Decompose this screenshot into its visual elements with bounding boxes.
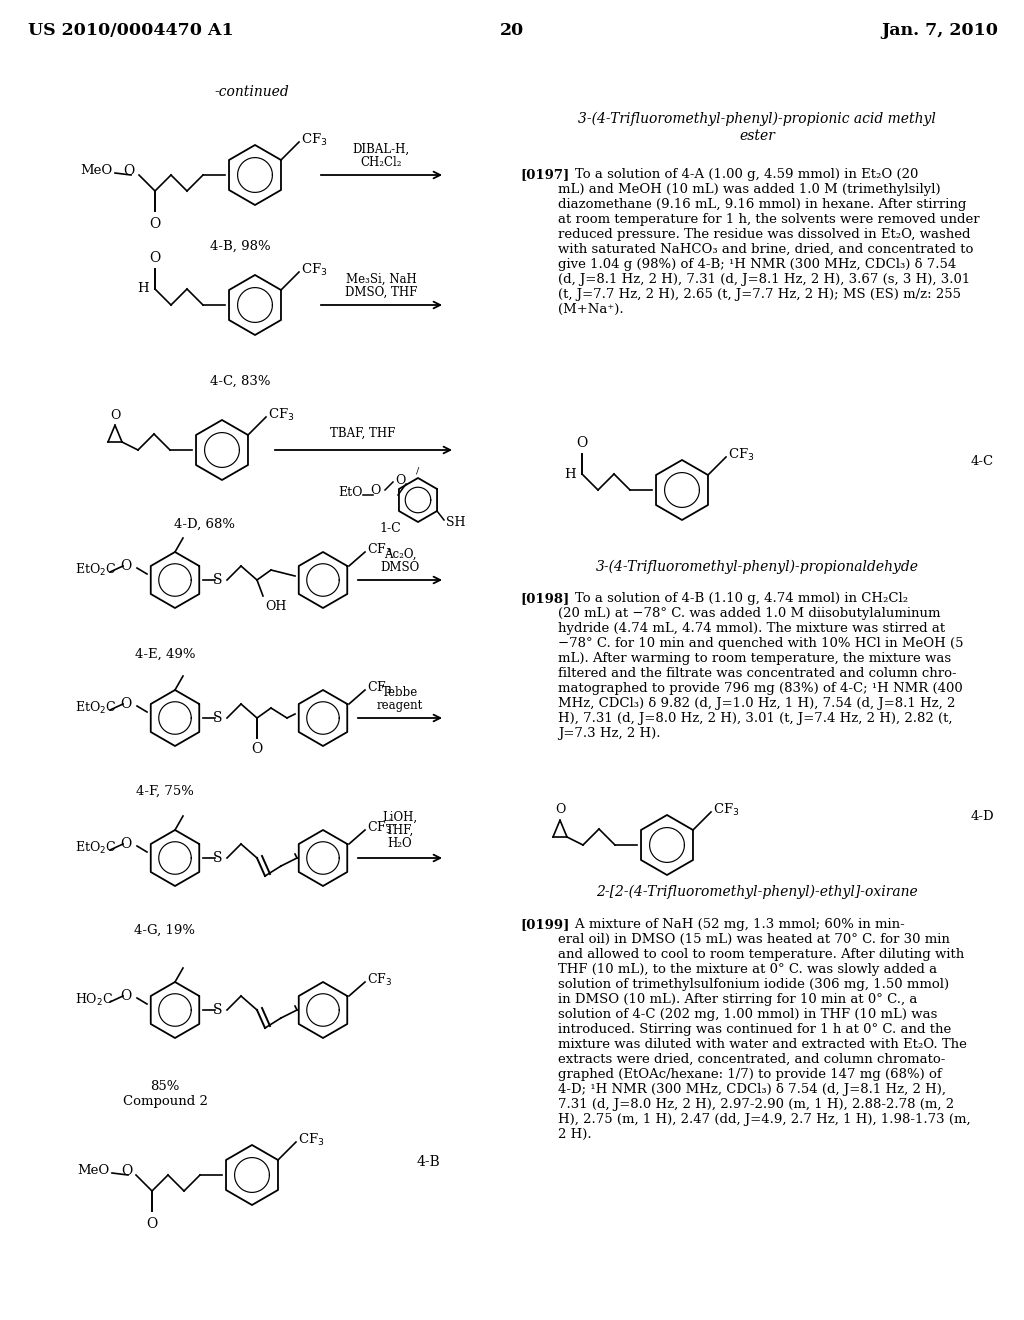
Text: TBAF, THF: TBAF, THF xyxy=(331,426,395,440)
Text: 4-C: 4-C xyxy=(971,455,994,469)
Text: 85%: 85% xyxy=(151,1080,179,1093)
Text: To a solution of 4-A (1.00 g, 4.59 mmol) in Et₂O (20
mL) and MeOH (10 mL) was ad: To a solution of 4-A (1.00 g, 4.59 mmol)… xyxy=(558,168,980,315)
Text: O: O xyxy=(121,558,132,573)
Text: 4-B, 98%: 4-B, 98% xyxy=(210,240,270,253)
Text: To a solution of 4-B (1.10 g, 4.74 mmol) in CH₂Cl₂
(20 mL) at −78° C. was added : To a solution of 4-B (1.10 g, 4.74 mmol)… xyxy=(558,591,964,741)
Text: CH₂Cl₂: CH₂Cl₂ xyxy=(360,156,401,169)
Text: 4-C, 83%: 4-C, 83% xyxy=(210,375,270,388)
Text: O: O xyxy=(121,1164,132,1177)
Text: [0199]: [0199] xyxy=(520,917,569,931)
Text: O: O xyxy=(121,837,132,851)
Text: 4-B: 4-B xyxy=(416,1155,440,1170)
Text: 2-[2-(4-Trifluoromethyl-phenyl)-ethyl]-oxirane: 2-[2-(4-Trifluoromethyl-phenyl)-ethyl]-o… xyxy=(596,884,918,899)
Text: Compound 2: Compound 2 xyxy=(123,1096,208,1107)
Text: CF$_3$: CF$_3$ xyxy=(367,680,392,696)
Text: H: H xyxy=(564,467,575,480)
Text: Ac₂O,: Ac₂O, xyxy=(384,548,416,561)
Text: O: O xyxy=(555,803,565,816)
Text: O: O xyxy=(251,742,262,756)
Text: 3-(4-Trifluoromethyl-phenyl)-propionic acid methyl
ester: 3-(4-Trifluoromethyl-phenyl)-propionic a… xyxy=(579,112,936,143)
Text: HO$_2$C: HO$_2$C xyxy=(75,991,113,1008)
Text: S: S xyxy=(213,1003,223,1016)
Text: -continued: -continued xyxy=(215,84,290,99)
Text: CF$_3$: CF$_3$ xyxy=(268,407,295,422)
Text: O: O xyxy=(121,697,132,711)
Text: S: S xyxy=(213,711,223,725)
Text: reagent: reagent xyxy=(377,700,423,711)
Text: US 2010/0004470 A1: US 2010/0004470 A1 xyxy=(28,22,233,40)
Text: [0197]: [0197] xyxy=(520,168,569,181)
Text: S: S xyxy=(213,851,223,865)
Text: [0198]: [0198] xyxy=(520,591,569,605)
Text: A mixture of NaH (52 mg, 1.3 mmol; 60% in min-
eral oil) in DMSO (15 mL) was hea: A mixture of NaH (52 mg, 1.3 mmol; 60% i… xyxy=(558,917,971,1140)
Text: CF$_3$: CF$_3$ xyxy=(367,972,392,989)
Text: LiOH,: LiOH, xyxy=(382,810,418,824)
Text: THF,: THF, xyxy=(386,824,414,837)
Text: CF$_3$: CF$_3$ xyxy=(367,820,392,836)
Text: 4-D, 68%: 4-D, 68% xyxy=(173,517,234,531)
Text: 20: 20 xyxy=(500,22,524,40)
Text: CF$_3$: CF$_3$ xyxy=(728,447,755,463)
Text: MeO: MeO xyxy=(81,165,113,177)
Text: DMSO, THF: DMSO, THF xyxy=(345,286,417,300)
Text: O: O xyxy=(150,251,161,265)
Text: O: O xyxy=(395,474,406,487)
Text: O: O xyxy=(124,164,135,178)
Text: 4-D: 4-D xyxy=(971,810,994,822)
Text: Me₃Si, NaH: Me₃Si, NaH xyxy=(346,273,417,286)
Text: Jan. 7, 2010: Jan. 7, 2010 xyxy=(881,22,998,40)
Text: CF$_3$: CF$_3$ xyxy=(367,543,392,558)
Text: CF$_3$: CF$_3$ xyxy=(301,132,328,148)
Text: MeO: MeO xyxy=(78,1164,110,1177)
Text: O: O xyxy=(121,989,132,1003)
Text: /: / xyxy=(417,467,420,477)
Text: O: O xyxy=(577,436,588,450)
Text: OH: OH xyxy=(265,601,287,612)
Text: S: S xyxy=(213,573,223,587)
Text: O: O xyxy=(146,1217,158,1232)
Text: CF$_3$: CF$_3$ xyxy=(298,1133,325,1148)
Text: EtO$_2$C: EtO$_2$C xyxy=(75,562,117,578)
Text: 4-G, 19%: 4-G, 19% xyxy=(134,924,196,937)
Text: CF$_3$: CF$_3$ xyxy=(713,803,739,818)
Text: 3-(4-Trifluoromethyl-phenyl)-propionaldehyde: 3-(4-Trifluoromethyl-phenyl)-propionalde… xyxy=(596,560,919,574)
Text: H: H xyxy=(137,282,150,296)
Text: 4-E, 49%: 4-E, 49% xyxy=(135,648,196,661)
Text: EtO: EtO xyxy=(338,486,362,499)
Text: 4-F, 75%: 4-F, 75% xyxy=(136,785,194,799)
Text: O: O xyxy=(150,216,161,231)
Text: DIBAL-H,: DIBAL-H, xyxy=(352,143,410,156)
Text: EtO$_2$C: EtO$_2$C xyxy=(75,700,117,715)
Text: 1-C: 1-C xyxy=(379,521,400,535)
Text: CF$_3$: CF$_3$ xyxy=(301,261,328,279)
Text: O: O xyxy=(110,409,120,422)
Text: SH: SH xyxy=(446,516,466,528)
Text: Tebbe: Tebbe xyxy=(382,686,418,700)
Text: O: O xyxy=(370,483,380,496)
Text: EtO$_2$C: EtO$_2$C xyxy=(75,840,117,857)
Text: DMSO: DMSO xyxy=(380,561,420,574)
Text: H₂O: H₂O xyxy=(388,837,413,850)
